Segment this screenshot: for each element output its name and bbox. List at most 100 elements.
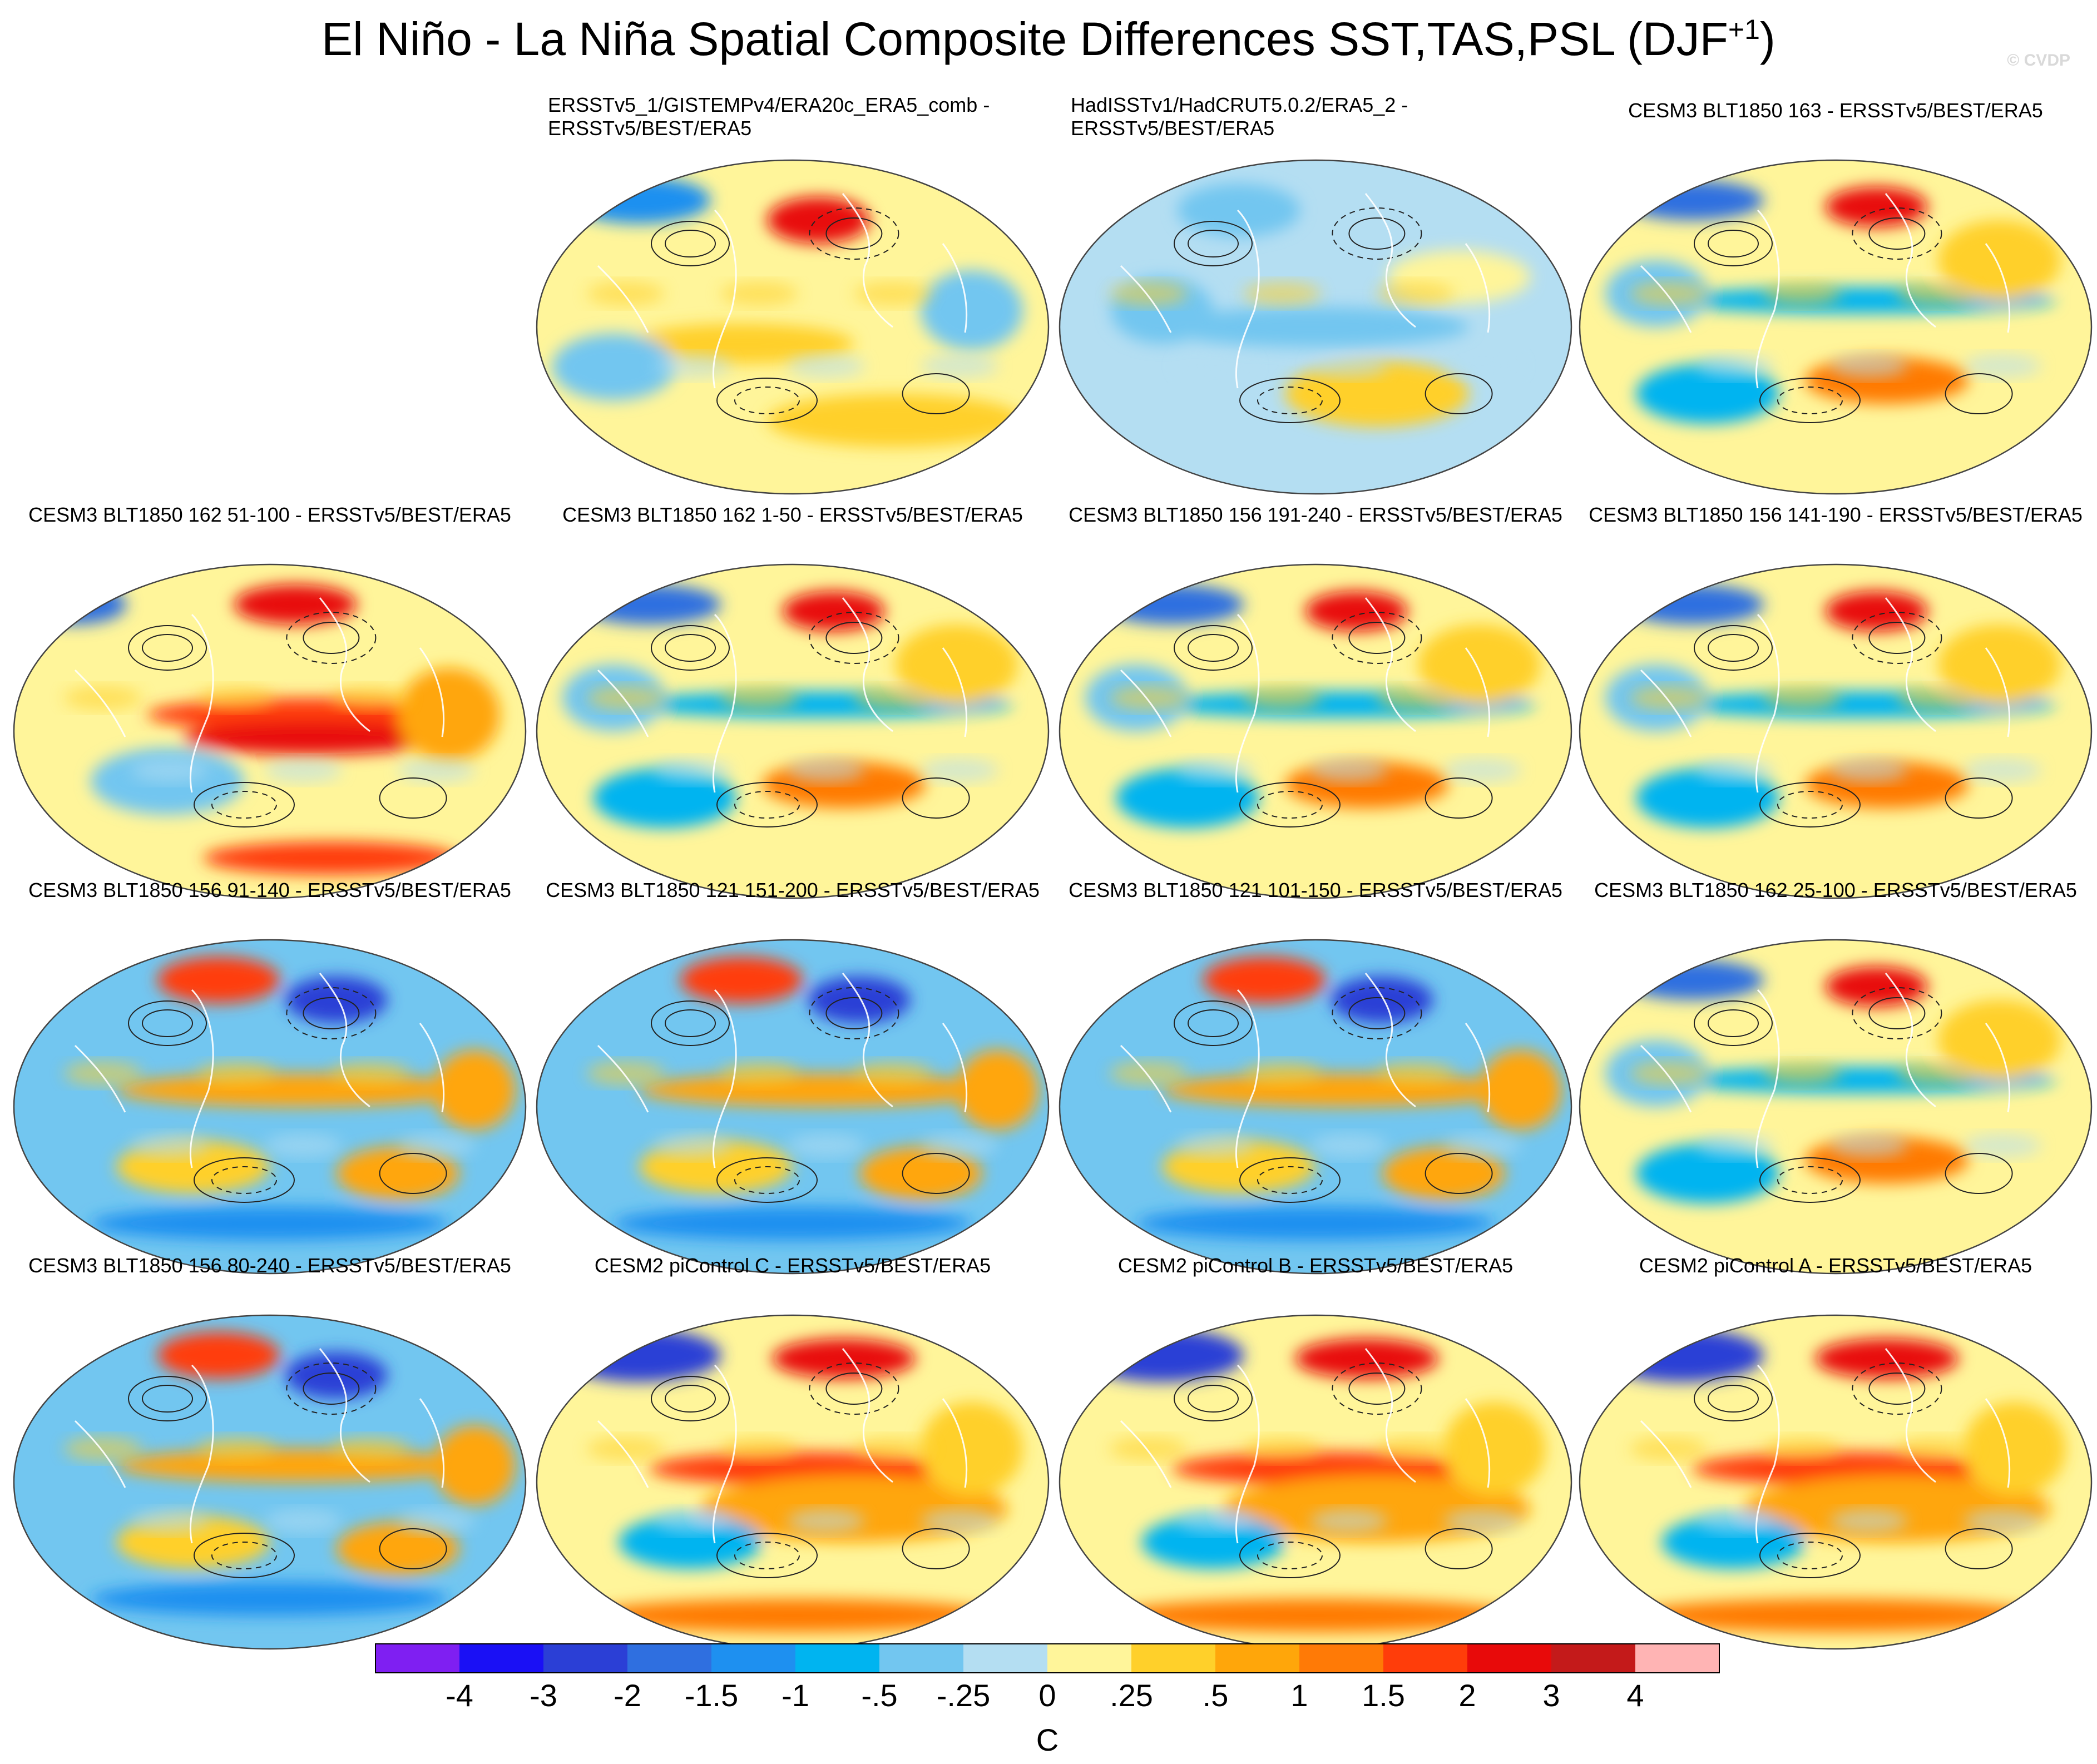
psl-contour (379, 1528, 447, 1569)
psl-contour (1852, 207, 1942, 260)
coastline (1235, 613, 1260, 793)
panel-title: CESM2 piControl A - ERSSTv5/BEST/ERA5 (1639, 1254, 2032, 1277)
anomaly-region (619, 1515, 762, 1569)
psl-contour (1332, 1362, 1422, 1415)
coastline (842, 1348, 893, 1483)
psl-contour (1694, 625, 1773, 671)
map-panel: CESM3 BLT1850 162 1-50 - ERSSTv5/BEST/ER… (531, 503, 1054, 904)
anomaly-region (1111, 1599, 1520, 1632)
psl-contour (1188, 230, 1239, 257)
map-panel: CESM3 BLT1850 156 191-240 - ERSSTv5/BEST… (1054, 503, 1577, 904)
psl-contour (1257, 387, 1323, 414)
anomaly-region (629, 324, 854, 364)
anomaly-region (433, 1050, 516, 1130)
coastline (419, 1023, 445, 1113)
global-map (1579, 159, 2093, 495)
anomaly-region (1331, 977, 1433, 1023)
colorbar-tick-label: 1.5 (1362, 1678, 1405, 1713)
anomaly-region (336, 1522, 459, 1575)
coastline (189, 1364, 214, 1544)
panel-title: CESM2 piControl C - ERSSTv5/BEST/ERA5 (594, 1254, 991, 1277)
global-map (536, 1314, 1050, 1650)
anomaly-region (956, 1050, 1038, 1130)
anomaly-region (1116, 768, 1259, 828)
coastline (1755, 989, 1780, 1168)
colorbar-swatch (1215, 1644, 1299, 1673)
coastline (1885, 1348, 1936, 1483)
coastline (1755, 1364, 1780, 1544)
psl-contour (1257, 791, 1323, 819)
psl-contour (1868, 1372, 1926, 1405)
anomaly-region (588, 1599, 997, 1632)
colorbar-tick-label: 4 (1626, 1678, 1644, 1713)
anomaly-region (116, 1073, 474, 1107)
coastline (1640, 669, 1692, 737)
psl-contour (128, 1000, 207, 1046)
anomaly-region (1382, 1147, 1505, 1200)
map-outline (536, 563, 1050, 899)
anomaly-region (1418, 625, 1541, 705)
colorbar-tick-label: 0 (1038, 1678, 1056, 1713)
cvdp-credit: © CVDP (2007, 51, 2070, 70)
psl-contour (211, 1542, 277, 1569)
psl-contour (825, 1372, 883, 1405)
psl-contour (128, 625, 207, 671)
psl-contour (1257, 1166, 1323, 1194)
colorbar-tick-label: 3 (1542, 1678, 1560, 1713)
psl-contour (1425, 777, 1493, 819)
colorbar-swatch (1131, 1644, 1215, 1673)
anomaly-region (116, 1449, 474, 1482)
psl-contour (128, 1376, 207, 1421)
coastline (1235, 1364, 1260, 1544)
anomaly-region (234, 584, 357, 625)
map-outline (1579, 1314, 2093, 1650)
psl-contour (1852, 1362, 1942, 1415)
psl-contour (286, 612, 377, 664)
coastline (1885, 597, 1936, 732)
psl-contour (716, 378, 818, 423)
coastline (1364, 597, 1416, 732)
panel-title: CESM2 piControl B - ERSSTv5/BEST/ERA5 (1117, 1254, 1514, 1277)
psl-contour (1348, 217, 1406, 250)
psl-contour (734, 387, 800, 414)
psl-contour (1945, 777, 2013, 819)
psl-contour (1239, 1157, 1341, 1203)
anomaly-region (772, 1339, 916, 1379)
coastline (189, 989, 214, 1168)
psl-contour (1425, 1153, 1493, 1194)
coastline (597, 265, 649, 333)
coastline (1364, 1348, 1416, 1483)
coastline (1235, 209, 1260, 389)
anomaly-region (91, 1207, 449, 1240)
psl-contour (1945, 373, 2013, 414)
psl-contour (902, 373, 970, 414)
psl-contour (1708, 230, 1759, 257)
psl-contour (1174, 625, 1253, 671)
coastline (319, 1348, 370, 1483)
global-map (13, 1314, 527, 1650)
psl-contour (665, 634, 716, 662)
coastline (942, 243, 968, 333)
anomaly-region (398, 668, 500, 761)
psl-contour (902, 1528, 970, 1569)
map-panel: CESM3 BLT1850 156 80-240 - ERSSTv5/BEST/… (8, 1254, 531, 1654)
psl-contour (1257, 1542, 1323, 1569)
figure-title: El Niño - La Niña Spatial Composite Diff… (322, 13, 1775, 65)
psl-contour (142, 1009, 193, 1037)
colorbar-swatch (711, 1644, 795, 1673)
anomaly-region (593, 768, 736, 828)
anomaly-region (1100, 584, 1244, 625)
psl-contour (1945, 1528, 2013, 1569)
coastline (597, 1044, 649, 1113)
colorbar-swatch (375, 1644, 459, 1673)
anomaly-region (921, 270, 1023, 350)
psl-contour (194, 1533, 295, 1578)
global-map (1059, 159, 1572, 495)
coastline (1885, 973, 1936, 1108)
psl-contour (1694, 221, 1773, 266)
coastline (842, 193, 893, 328)
coastline (74, 1044, 126, 1113)
psl-contour (665, 230, 716, 257)
colorbar-swatch (1299, 1644, 1383, 1673)
coastline (597, 1420, 649, 1488)
